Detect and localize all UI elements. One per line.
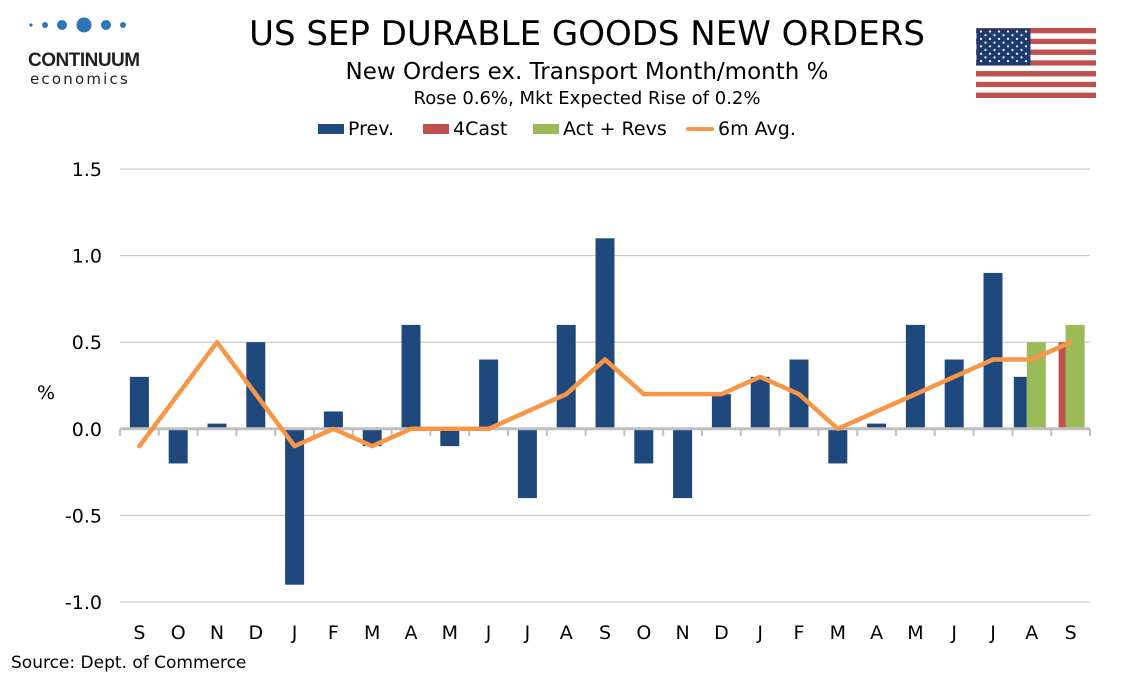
y-tick-label: -0.5 <box>65 505 102 527</box>
y-tick-label: 0.5 <box>72 332 102 354</box>
chart-subtitle: New Orders ex. Transport Month/month % <box>345 59 829 85</box>
bar-prev <box>517 428 537 499</box>
bar-prev <box>595 238 615 429</box>
x-tick-label: M <box>364 622 380 644</box>
bar-prev <box>634 428 654 464</box>
bar-prev <box>1013 376 1027 429</box>
x-tick-label: M <box>907 622 923 644</box>
bar-prev <box>944 359 964 429</box>
x-tick-label: J <box>524 622 531 644</box>
legend-item-actual: Act + Revs <box>533 118 667 140</box>
bar-forecast <box>1058 342 1067 429</box>
bar-prev <box>750 376 770 429</box>
bar-actual <box>1026 342 1046 429</box>
bar-prev <box>711 394 731 429</box>
legend-item-forecast: 4Cast <box>423 118 507 140</box>
source-note: Source: Dept. of Commerce <box>11 653 247 673</box>
bar-prev <box>401 324 421 429</box>
chart-summary: Rose 0.6%, Mkt Expected Rise of 0.2% <box>413 88 761 109</box>
bar-prev <box>168 428 188 464</box>
bar-prev <box>556 324 576 429</box>
bar-prev <box>440 428 460 447</box>
x-tick-label: N <box>675 622 689 644</box>
logo-name: CONTINUUM <box>28 50 140 71</box>
x-tick-label: J <box>950 622 957 644</box>
company-logo: CONTINUUM economics <box>14 14 140 88</box>
x-tick-label: F <box>328 622 339 644</box>
bar-prev <box>129 376 149 429</box>
x-tick-label: A <box>1025 622 1038 644</box>
legend-swatch-prev <box>318 124 344 134</box>
x-tick-label: N <box>210 622 224 644</box>
x-tick-label: A <box>870 622 883 644</box>
x-tick-label: J <box>291 622 298 644</box>
bar-prev <box>673 428 693 499</box>
x-tick-label: A <box>560 622 573 644</box>
bar-prev <box>323 411 343 429</box>
x-tick-label: J <box>485 622 492 644</box>
y-tick-label: -1.0 <box>65 592 102 614</box>
legend-label-avg: 6m Avg. <box>718 118 796 140</box>
legend-swatch-actual <box>533 124 559 134</box>
bar-prev <box>905 324 925 429</box>
bar-prev <box>867 423 887 429</box>
bar-prev <box>479 359 499 429</box>
bar-prev <box>828 428 848 464</box>
y-tick-label: 1.5 <box>72 159 102 181</box>
x-tick-label: S <box>133 622 145 644</box>
logo-subtitle: economics <box>30 70 130 88</box>
us-flag-icon <box>976 28 1096 98</box>
x-tick-label: D <box>248 622 263 644</box>
chart-legend: Prev. 4Cast Act + Revs 6m Avg. <box>0 118 1134 144</box>
bar-actual <box>1065 324 1085 429</box>
bar-prev <box>983 272 1003 429</box>
y-tick-label: 0.0 <box>72 419 102 441</box>
x-tick-label: J <box>989 622 996 644</box>
y-tick-label: 1.0 <box>72 246 102 268</box>
x-tick-label: J <box>756 622 763 644</box>
legend-label-forecast: 4Cast <box>453 118 508 140</box>
bar-prev <box>207 423 227 429</box>
x-tick-label: S <box>599 622 611 644</box>
bar-prev <box>246 342 266 429</box>
legend-swatch-avg <box>686 127 714 131</box>
chart-title: US SEP DURABLE GOODS NEW ORDERS <box>249 14 925 54</box>
bar-prev <box>285 428 305 585</box>
x-tick-label: M <box>442 622 458 644</box>
x-tick-label: O <box>171 622 186 644</box>
x-tick-label: M <box>830 622 846 644</box>
legend-item-avg: 6m Avg. <box>686 118 796 140</box>
x-tick-label: F <box>794 622 805 644</box>
legend-label-actual: Act + Revs <box>563 118 667 140</box>
y-axis-label: % <box>37 382 55 404</box>
legend-label-prev: Prev. <box>348 118 395 140</box>
legend-item-prev: Prev. <box>318 118 394 140</box>
x-tick-label: S <box>1065 622 1077 644</box>
legend-swatch-forecast <box>423 124 449 134</box>
x-tick-label: O <box>636 622 651 644</box>
x-tick-label: D <box>714 622 729 644</box>
x-tick-label: A <box>405 622 418 644</box>
